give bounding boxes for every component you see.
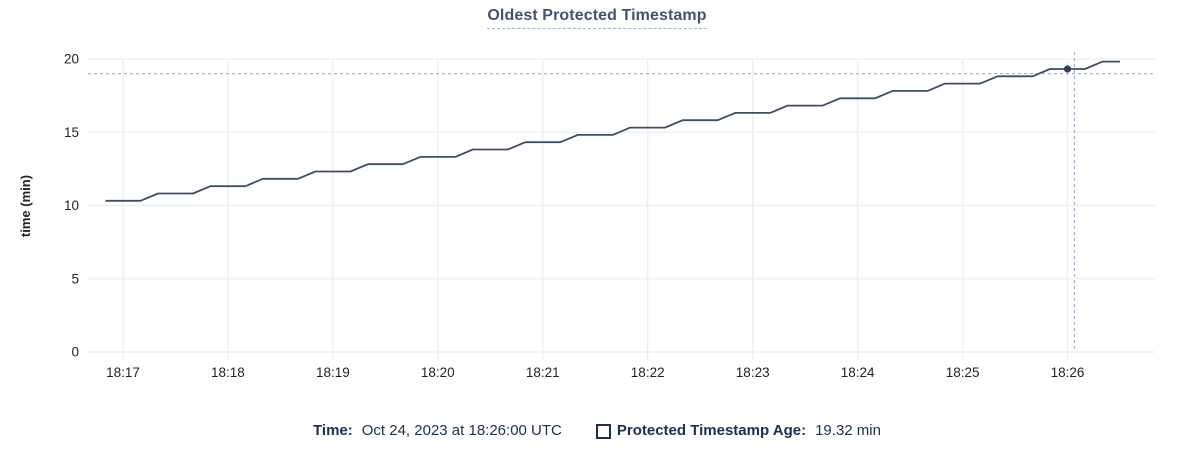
x-tick-label: 18:25	[946, 365, 980, 380]
legend-time-label: Time:	[313, 422, 353, 439]
legend-series-value: 19.32 min	[815, 422, 881, 439]
y-tick-label: 20	[64, 52, 79, 67]
y-tick-label: 15	[64, 125, 79, 140]
timeseries-chart: 0 5 10 15 20 18:17 18:18 18:19 18:20 18:21 18:22 18…	[18, 52, 1155, 380]
x-tick-label: 18:18	[211, 365, 245, 380]
y-tick-label: 0	[71, 345, 79, 360]
x-tick-label: 18:21	[526, 365, 560, 380]
y-tick-label: 10	[64, 198, 79, 213]
chart-legend: Time: Oct 24, 2023 at 18:26:00 UTC Prote…	[0, 421, 1194, 441]
legend-series-label: Protected Timestamp Age:	[616, 422, 807, 439]
series-toggle-checkbox[interactable]	[595, 423, 611, 439]
hover-point	[1063, 65, 1072, 73]
y-tick-label: 5	[71, 271, 79, 286]
x-tick-label: 18:20	[421, 365, 455, 380]
x-tick-label: 18:22	[631, 365, 665, 380]
plot-hover-area[interactable]	[88, 59, 1155, 352]
legend-time-value: Oct 24, 2023 at 18:26:00 UTC	[361, 422, 562, 439]
x-tick-label: 18:23	[736, 365, 770, 380]
chart-header: Oldest Protected Timestamp	[0, 7, 1194, 29]
series-line	[105, 60, 1120, 202]
x-tick-label: 18:19	[316, 365, 350, 380]
x-tick-label: 18:17	[106, 365, 140, 380]
chart-title[interactable]: Oldest Protected Timestamp	[487, 7, 707, 29]
x-tick-label: 18:24	[841, 365, 875, 380]
y-axis-title: time (min)	[18, 175, 33, 237]
x-tick-label: 18:26	[1051, 365, 1085, 380]
